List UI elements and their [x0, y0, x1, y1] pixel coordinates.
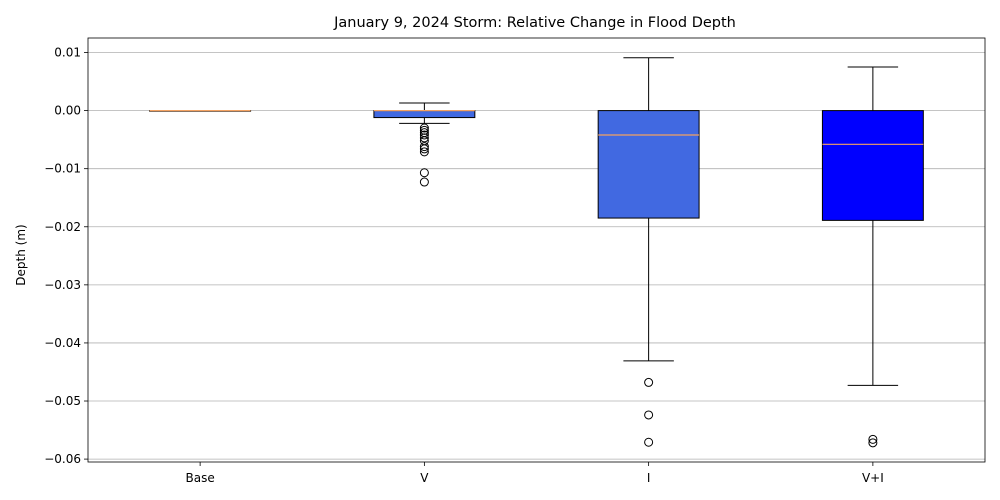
outlier-point — [644, 410, 654, 420]
y-tick-label: −0.05 — [44, 394, 81, 408]
box-body — [597, 110, 700, 219]
x-tick-label: I — [647, 471, 651, 485]
y-tick-label: −0.03 — [44, 278, 81, 292]
x-tick-label: V+I — [862, 471, 884, 485]
outlier-point — [419, 130, 429, 140]
box-base — [149, 110, 252, 112]
outlier-point — [419, 177, 429, 187]
plot-frame — [87, 37, 986, 463]
outlier-point — [419, 147, 429, 157]
box-i — [597, 57, 700, 447]
outlier-point — [419, 144, 429, 154]
box-body — [373, 110, 476, 119]
box-v — [373, 102, 476, 187]
outlier-point — [868, 438, 878, 448]
y-tick-label: −0.06 — [44, 452, 81, 466]
outlier-point — [419, 133, 429, 143]
axes: 0.01 0.00 −0.01 −0.02 −0.03 −0.04 −0.05 −0.06 Ba… — [44, 37, 986, 485]
outlier-point — [644, 377, 654, 387]
x-tick-label: V — [420, 471, 429, 485]
y-axis-label: Depth (m) — [14, 224, 28, 285]
outlier-point — [644, 437, 654, 447]
outlier-point — [419, 123, 429, 133]
outlier-point — [419, 168, 429, 178]
chart-title: January 9, 2024 Storm: Relative Change i… — [333, 15, 736, 31]
x-tick-label: Base — [186, 471, 215, 485]
box-v-i — [821, 66, 924, 448]
y-tick-label: 0.01 — [54, 46, 81, 60]
y-tick-label: 0.00 — [54, 104, 81, 118]
boxes — [149, 57, 924, 448]
outlier-point — [868, 434, 878, 444]
box-body — [821, 110, 924, 221]
outlier-point — [419, 142, 429, 152]
y-tick-label: −0.02 — [44, 220, 81, 234]
y-tick-label: −0.01 — [44, 162, 81, 176]
y-tick-label: −0.04 — [44, 336, 81, 350]
